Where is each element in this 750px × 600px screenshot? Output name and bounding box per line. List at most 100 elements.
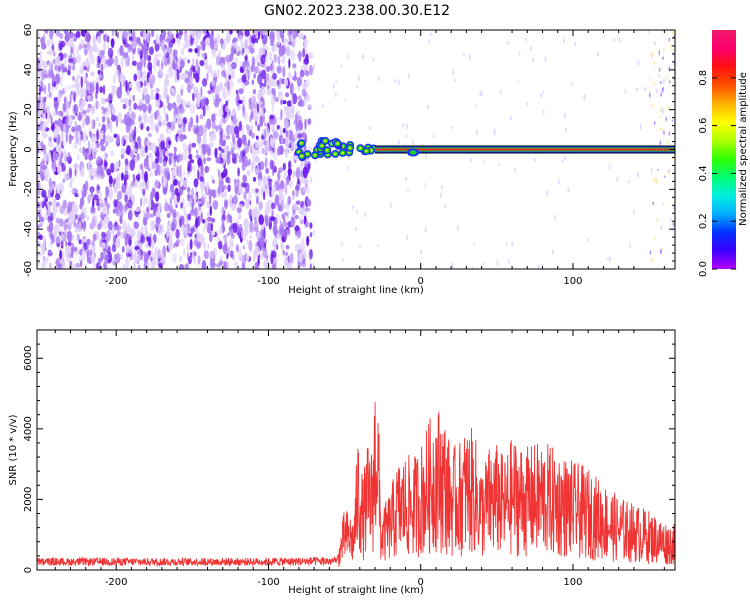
noise-speckle bbox=[105, 59, 111, 65]
noise-speckle bbox=[212, 94, 215, 104]
transition-blob-core bbox=[297, 150, 301, 154]
noise-speckle bbox=[537, 264, 540, 269]
noise-speckle bbox=[196, 92, 202, 105]
noise-speckle bbox=[141, 168, 144, 180]
noise-speckle bbox=[291, 37, 297, 47]
noise-speckle bbox=[211, 69, 217, 78]
noise-speckle bbox=[285, 176, 290, 186]
noise-speckle bbox=[654, 235, 656, 240]
noise-speckle bbox=[116, 190, 122, 201]
noise-speckle bbox=[270, 94, 276, 106]
noise-speckle bbox=[66, 231, 71, 236]
noise-speckle bbox=[265, 53, 269, 65]
noise-speckle bbox=[171, 89, 177, 97]
noise-speckle bbox=[429, 32, 432, 36]
colorbar-label: Normalized spectral amplitude bbox=[738, 72, 749, 226]
noise-speckle bbox=[64, 30, 70, 43]
noise-speckle bbox=[185, 144, 188, 153]
noise-speckle bbox=[228, 74, 231, 80]
noise-speckle bbox=[292, 170, 296, 179]
snr-xtick-label: 0 bbox=[418, 577, 424, 588]
noise-speckle bbox=[301, 261, 307, 268]
noise-speckle bbox=[235, 244, 239, 253]
noise-speckle bbox=[668, 66, 671, 72]
transition-blob-core bbox=[306, 152, 309, 156]
noise-speckle bbox=[68, 31, 74, 39]
noise-speckle bbox=[143, 51, 149, 56]
noise-speckle bbox=[136, 249, 142, 261]
noise-speckle bbox=[129, 117, 133, 129]
noise-speckle bbox=[116, 86, 122, 99]
noise-speckle bbox=[249, 220, 254, 233]
noise-speckle bbox=[111, 227, 115, 234]
noise-speckle bbox=[143, 30, 145, 41]
noise-speckle bbox=[191, 57, 196, 66]
noise-speckle bbox=[96, 165, 100, 177]
noise-speckle bbox=[653, 177, 656, 183]
colorbar-tick-label: 0.6 bbox=[698, 118, 709, 134]
noise-speckle bbox=[284, 105, 290, 117]
noise-speckle bbox=[405, 123, 408, 131]
noise-speckle bbox=[93, 194, 99, 201]
noise-speckle bbox=[52, 210, 57, 220]
noise-speckle bbox=[47, 141, 54, 148]
noise-speckle bbox=[75, 189, 78, 195]
noise-speckle bbox=[254, 261, 259, 269]
noise-speckle bbox=[46, 39, 51, 48]
noise-speckle bbox=[108, 175, 113, 185]
noise-speckle bbox=[251, 95, 254, 105]
noise-speckle bbox=[64, 208, 67, 217]
noise-speckle bbox=[608, 255, 611, 263]
noise-speckle bbox=[49, 30, 54, 40]
noise-speckle bbox=[218, 240, 223, 250]
noise-speckle bbox=[172, 37, 176, 44]
noise-speckle bbox=[203, 240, 207, 250]
noise-speckle bbox=[101, 231, 106, 239]
noise-speckle bbox=[482, 160, 485, 164]
noise-speckle bbox=[100, 251, 104, 260]
ridge-blob-core bbox=[409, 150, 417, 155]
noise-speckle bbox=[65, 240, 68, 247]
noise-speckle bbox=[101, 106, 104, 111]
noise-speckle bbox=[229, 250, 234, 255]
noise-speckle bbox=[143, 80, 147, 87]
noise-speckle bbox=[89, 71, 95, 77]
noise-speckle bbox=[649, 92, 651, 98]
noise-speckle bbox=[39, 169, 45, 177]
noise-speckle bbox=[165, 113, 169, 122]
noise-speckle bbox=[193, 238, 198, 247]
noise-speckle bbox=[222, 243, 228, 255]
noise-speckle bbox=[192, 124, 198, 134]
noise-speckle bbox=[272, 31, 275, 44]
noise-speckle bbox=[63, 148, 67, 160]
spectrogram-ytick-label: -60 bbox=[23, 261, 34, 277]
noise-speckle bbox=[180, 99, 186, 106]
noise-speckle bbox=[649, 76, 651, 80]
noise-speckle bbox=[289, 48, 295, 61]
noise-speckle bbox=[342, 258, 345, 262]
noise-speckle bbox=[67, 201, 73, 213]
noise-speckle bbox=[48, 136, 52, 143]
noise-speckle bbox=[124, 60, 128, 67]
noise-speckle bbox=[80, 112, 86, 118]
noise-speckle bbox=[215, 125, 219, 132]
noise-speckle bbox=[177, 120, 182, 125]
noise-speckle bbox=[179, 255, 183, 263]
noise-speckle bbox=[281, 58, 285, 64]
noise-speckle bbox=[221, 70, 227, 78]
noise-speckle bbox=[172, 252, 177, 264]
noise-speckle bbox=[254, 216, 257, 225]
noise-speckle bbox=[257, 138, 261, 148]
noise-speckle bbox=[209, 134, 213, 143]
noise-speckle bbox=[173, 243, 176, 249]
noise-speckle bbox=[344, 99, 347, 103]
noise-speckle bbox=[75, 262, 81, 268]
noise-speckle bbox=[258, 201, 263, 211]
noise-speckle bbox=[86, 252, 90, 264]
noise-speckle bbox=[389, 202, 392, 209]
noise-speckle bbox=[164, 198, 168, 204]
noise-speckle bbox=[340, 64, 343, 68]
noise-speckle bbox=[257, 103, 260, 114]
noise-speckle bbox=[285, 184, 288, 196]
noise-speckle bbox=[309, 263, 312, 269]
